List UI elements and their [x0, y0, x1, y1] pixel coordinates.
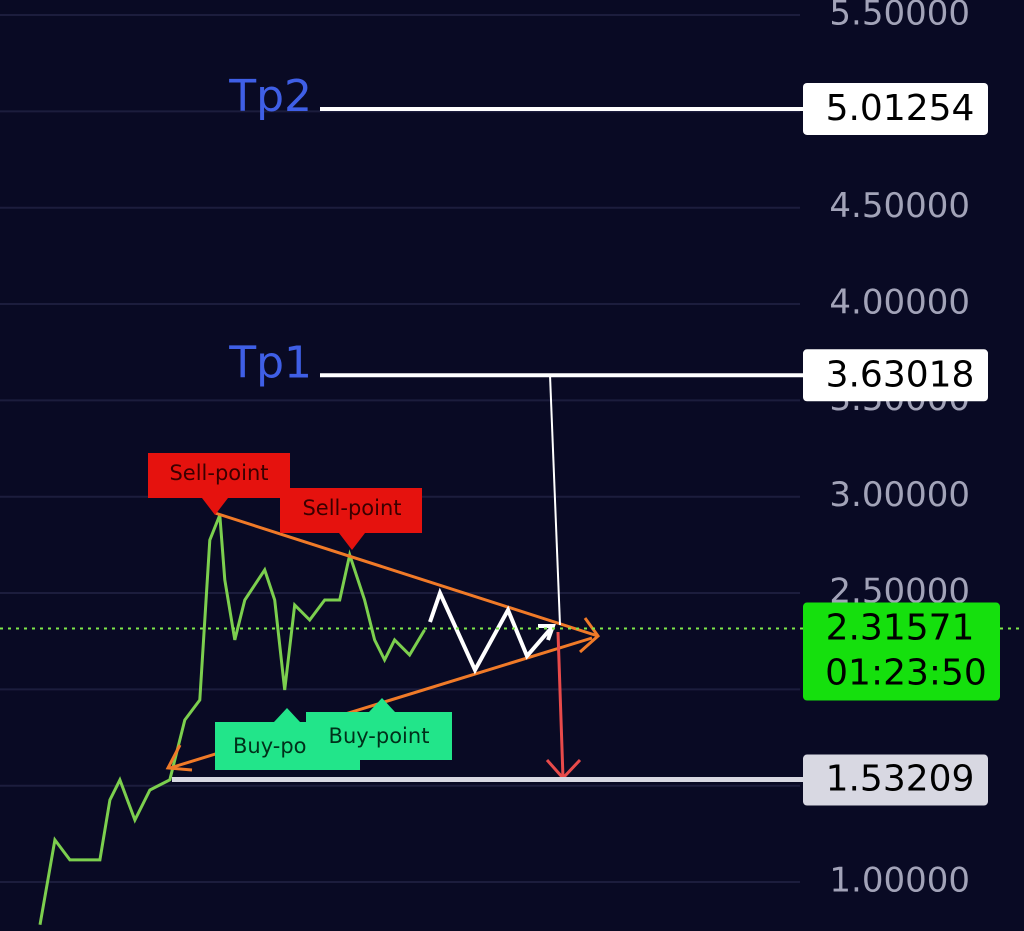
y-tick-label: 4.50000	[829, 186, 970, 226]
price-box	[803, 349, 988, 402]
target-label: Tp1	[228, 337, 312, 388]
price-box-label: 3.63018	[826, 354, 975, 395]
price-box	[803, 82, 988, 135]
sell-label-box	[280, 488, 422, 550]
price-box	[803, 754, 988, 806]
y-tick-label: 4.00000	[829, 283, 970, 323]
countdown-label: 01:23:50	[825, 653, 987, 694]
sell-label: Sell-point	[169, 461, 268, 485]
sell-label-box	[148, 453, 290, 515]
triangle-arrows	[165, 617, 601, 772]
buy-label-box	[306, 698, 452, 760]
y-tick-label: 5.50000	[829, 0, 970, 34]
y-tick-label: 3.00000	[829, 475, 970, 515]
levels: Tp2 5.01254 Tp1 3.63018 1.53209 2.3157101:23:…	[0, 71, 1024, 806]
last-price-box	[803, 602, 1000, 701]
price-box-label: 5.01254	[826, 88, 975, 129]
y-tick-label: 1.00000	[829, 861, 970, 901]
price-box-label: 1.53209	[826, 759, 975, 800]
grid	[0, 14, 800, 884]
price-line	[38, 514, 426, 926]
target-label: Tp2	[228, 71, 312, 122]
zigzag-arrow	[428, 587, 556, 675]
projection-line	[549, 374, 561, 626]
plot	[38, 514, 426, 926]
sell-label: Sell-point	[302, 496, 401, 520]
buy-label: Buy-point	[329, 724, 430, 748]
last-price-label: 2.31571	[826, 608, 975, 649]
